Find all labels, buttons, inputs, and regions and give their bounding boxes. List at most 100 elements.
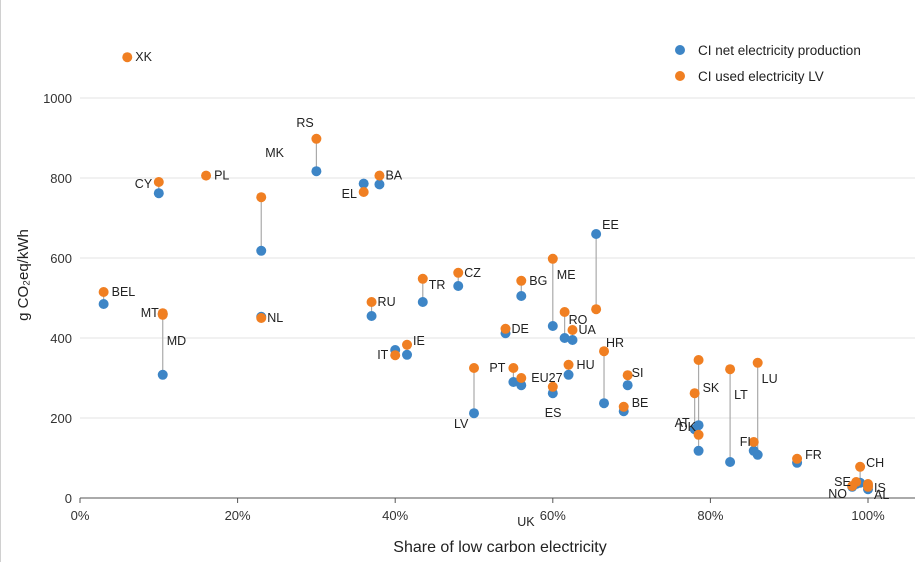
axes: 0 200 400 600 800 1000 0% 20% 40% 60% 80% 100% <box>43 91 915 523</box>
point-label-eu27: EU27 <box>531 371 562 385</box>
point-used-ru <box>366 297 377 307</box>
point-net-ee <box>591 229 602 239</box>
point-used-dk <box>693 429 704 440</box>
point-label-mt: MT <box>141 306 159 320</box>
point-used-md <box>157 309 168 320</box>
point-net-cz <box>453 281 464 291</box>
point-used-it <box>390 350 401 361</box>
point-used-nl <box>256 313 267 323</box>
point-label-al: AL <box>874 488 889 502</box>
point-used-sk <box>693 355 704 365</box>
legend: CI net electricity production CI used ele… <box>675 43 861 84</box>
point-used-el <box>358 187 369 197</box>
point-label-tr: TR <box>429 278 446 292</box>
point-used-de <box>500 323 511 334</box>
point-label-ro: RO <box>569 313 588 327</box>
x-tick-label: 20% <box>225 508 251 523</box>
point-used-ro <box>559 307 570 317</box>
point-net-rs <box>311 166 322 177</box>
point-net-hr <box>599 398 610 409</box>
x-tick-label: 60% <box>540 508 566 523</box>
point-net-tr <box>417 297 428 307</box>
y-axis-label: g CO₂eq/kWh <box>15 229 32 321</box>
point-used-no <box>847 481 858 491</box>
point-label-cz: CZ <box>464 266 481 280</box>
point-used-hu <box>563 359 574 370</box>
point-used-be <box>618 401 629 412</box>
y-tick-label: 800 <box>50 171 72 186</box>
point-net-md <box>157 369 168 380</box>
point-net-ro <box>559 333 570 343</box>
legend-label-net: CI net electricity production <box>698 43 861 58</box>
point-used-at <box>689 388 700 399</box>
point-net-cy <box>153 188 164 199</box>
point-net-mk <box>256 245 267 256</box>
point-used-bel <box>98 287 109 297</box>
point-label-fr: FR <box>805 448 822 462</box>
point-label-it: IT <box>377 348 388 362</box>
point-used-ba <box>374 170 385 181</box>
point-used-lv <box>469 363 479 373</box>
point-label-de: DE <box>512 322 529 336</box>
point-label-ru: RU <box>378 295 396 309</box>
point-label-sk: SK <box>703 381 720 395</box>
gridlines <box>80 97 915 419</box>
point-label-ba: BA <box>385 169 402 183</box>
point-label-at: AT <box>675 416 690 430</box>
point-used-bg <box>516 275 527 286</box>
point-used-lt <box>725 364 736 375</box>
point-label-be: BE <box>632 396 649 410</box>
point-net-eu27 <box>516 380 527 391</box>
connector-lines <box>103 138 869 490</box>
point-net-pt <box>508 377 519 387</box>
point-used-ie <box>402 339 413 350</box>
point-used-mk <box>256 192 267 203</box>
data-points <box>98 52 873 495</box>
point-used-cz <box>453 267 464 278</box>
point-label-el: EL <box>342 187 357 201</box>
x-tick-label: 40% <box>382 508 408 523</box>
point-label-pl: PL <box>214 169 229 183</box>
point-used-hr <box>599 346 610 357</box>
point-used-pl <box>201 170 212 181</box>
point-label-hu: HU <box>577 358 595 372</box>
point-net-ie <box>402 349 413 360</box>
point-used-tr <box>417 273 428 284</box>
point-label-se: SE <box>834 475 851 489</box>
point-label-ch: CH <box>866 456 884 470</box>
point-label-mk: MK <box>265 146 284 160</box>
x-tick-label: 0% <box>71 508 90 523</box>
point-net-hu <box>563 369 574 380</box>
point-label-xk: XK <box>135 50 152 64</box>
point-label-nl: NL <box>267 311 283 325</box>
point-net-me <box>547 321 558 331</box>
point-label-uk: UK <box>517 515 535 529</box>
point-label-me: ME <box>557 268 576 282</box>
y-tick-label: 200 <box>50 411 72 426</box>
point-label-fi: FI <box>740 435 751 449</box>
point-used-fi <box>748 437 759 447</box>
point-net-ua <box>567 335 578 345</box>
legend-marker-used <box>675 71 685 81</box>
point-label-bel: BEL <box>112 285 136 299</box>
point-used-me <box>547 253 558 264</box>
point-net-el <box>358 178 369 189</box>
point-labels: XK BEL CY PL MT MD MK NL RS EL BA RU IT IE TR CZ LV DE BG P… <box>112 50 890 529</box>
point-used-cy <box>153 177 164 187</box>
point-used-lu <box>752 357 763 368</box>
y-tick-label: 0 <box>65 491 72 506</box>
point-used-al <box>863 481 873 492</box>
point-label-rs: RS <box>296 116 313 130</box>
point-net-dk <box>693 445 704 456</box>
point-net-ru <box>366 311 377 321</box>
point-label-hr: HR <box>606 336 624 350</box>
point-net-bel <box>98 299 109 309</box>
point-used-es <box>547 381 558 392</box>
point-label-lu: LU <box>762 372 778 386</box>
point-net-lt <box>725 457 736 467</box>
point-label-lv: LV <box>454 417 469 431</box>
point-net-ba <box>374 179 385 190</box>
y-tick-label: 1000 <box>43 91 72 106</box>
